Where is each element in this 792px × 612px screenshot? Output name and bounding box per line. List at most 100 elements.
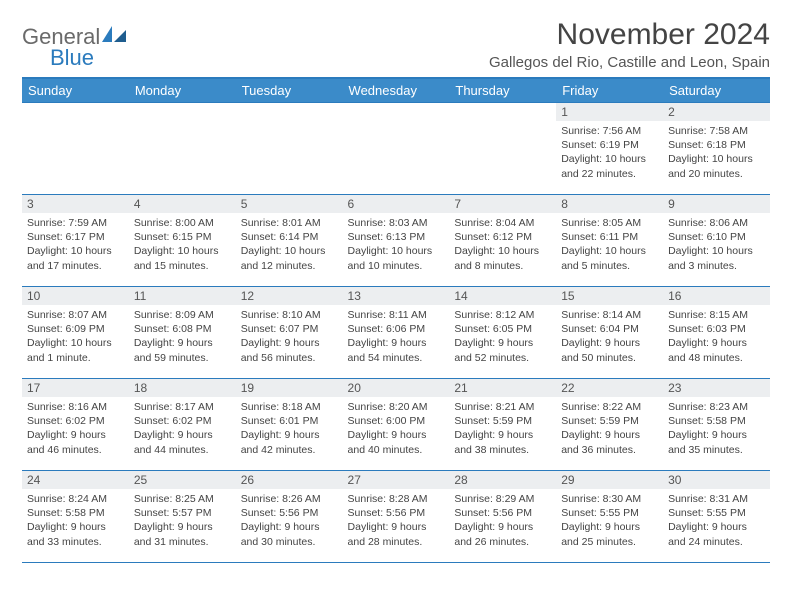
sunset-text: Sunset: 5:59 PM bbox=[454, 414, 551, 428]
day-number: 24 bbox=[22, 471, 129, 489]
daylight-text: Daylight: 10 hours and 5 minutes. bbox=[561, 244, 658, 272]
day-content: Sunrise: 8:04 AMSunset: 6:12 PMDaylight:… bbox=[449, 213, 556, 277]
day-number: 9 bbox=[663, 195, 770, 213]
day-number: 29 bbox=[556, 471, 663, 489]
sunset-text: Sunset: 6:09 PM bbox=[27, 322, 124, 336]
sunrise-text: Sunrise: 8:22 AM bbox=[561, 400, 658, 414]
weekday-header: Thursday bbox=[449, 78, 556, 103]
calendar-cell: 6Sunrise: 8:03 AMSunset: 6:13 PMDaylight… bbox=[343, 195, 450, 287]
calendar-cell: 15Sunrise: 8:14 AMSunset: 6:04 PMDayligh… bbox=[556, 287, 663, 379]
calendar-cell: 9 Sunrise: 8:06 AMSunset: 6:10 PMDaylight… bbox=[663, 195, 770, 287]
day-number: 2 bbox=[663, 103, 770, 121]
day-number: 18 bbox=[129, 379, 236, 397]
sunset-text: Sunset: 5:55 PM bbox=[561, 506, 658, 520]
sunset-text: Sunset: 6:00 PM bbox=[348, 414, 445, 428]
calendar-cell: 3Sunrise: 7:59 AMSunset: 6:17 PMDaylight… bbox=[22, 195, 129, 287]
logo: General Blue bbox=[22, 18, 128, 69]
day-content: Sunrise: 8:11 AMSunset: 6:06 PMDaylight:… bbox=[343, 305, 450, 369]
daylight-text: Daylight: 10 hours and 3 minutes. bbox=[668, 244, 765, 272]
sunset-text: Sunset: 6:15 PM bbox=[134, 230, 231, 244]
sunset-text: Sunset: 6:01 PM bbox=[241, 414, 338, 428]
daylight-text: Daylight: 10 hours and 12 minutes. bbox=[241, 244, 338, 272]
calendar-cell: 19Sunrise: 8:18 AMSunset: 6:01 PMDayligh… bbox=[236, 379, 343, 471]
day-content: Sunrise: 8:31 AMSunset: 5:55 PMDaylight:… bbox=[663, 489, 770, 553]
calendar-cell: 23Sunrise: 8:23 AMSunset: 5:58 PMDayligh… bbox=[663, 379, 770, 471]
sunset-text: Sunset: 6:18 PM bbox=[668, 138, 765, 152]
day-number: 6 bbox=[343, 195, 450, 213]
daylight-text: Daylight: 10 hours and 1 minute. bbox=[27, 336, 124, 364]
day-content: Sunrise: 8:16 AMSunset: 6:02 PMDaylight:… bbox=[22, 397, 129, 461]
calendar-cell: 11Sunrise: 8:09 AMSunset: 6:08 PMDayligh… bbox=[129, 287, 236, 379]
day-content: Sunrise: 8:28 AMSunset: 5:56 PMDaylight:… bbox=[343, 489, 450, 553]
daylight-text: Daylight: 9 hours and 28 minutes. bbox=[348, 520, 445, 548]
day-number: 3 bbox=[22, 195, 129, 213]
sunrise-text: Sunrise: 8:01 AM bbox=[241, 216, 338, 230]
calendar-cell: 25Sunrise: 8:25 AMSunset: 5:57 PMDayligh… bbox=[129, 471, 236, 563]
calendar-cell: 29Sunrise: 8:30 AMSunset: 5:55 PMDayligh… bbox=[556, 471, 663, 563]
day-content: Sunrise: 8:29 AMSunset: 5:56 PMDaylight:… bbox=[449, 489, 556, 553]
day-content: Sunrise: 8:21 AMSunset: 5:59 PMDaylight:… bbox=[449, 397, 556, 461]
calendar-table: SundayMondayTuesdayWednesdayThursdayFrid… bbox=[22, 77, 770, 563]
sunset-text: Sunset: 5:56 PM bbox=[348, 506, 445, 520]
calendar-cell: 24Sunrise: 8:24 AMSunset: 5:58 PMDayligh… bbox=[22, 471, 129, 563]
calendar-row: 1Sunrise: 7:56 AMSunset: 6:19 PMDaylight… bbox=[22, 103, 770, 195]
day-content: Sunrise: 8:18 AMSunset: 6:01 PMDaylight:… bbox=[236, 397, 343, 461]
sunset-text: Sunset: 6:10 PM bbox=[668, 230, 765, 244]
calendar-cell: 4Sunrise: 8:00 AMSunset: 6:15 PMDaylight… bbox=[129, 195, 236, 287]
day-number: 20 bbox=[343, 379, 450, 397]
calendar-cell bbox=[22, 103, 129, 195]
header: General Blue November 2024 Gallegos del … bbox=[22, 18, 770, 71]
sunrise-text: Sunrise: 8:30 AM bbox=[561, 492, 658, 506]
sunset-text: Sunset: 5:58 PM bbox=[668, 414, 765, 428]
sunset-text: Sunset: 5:55 PM bbox=[668, 506, 765, 520]
sunset-text: Sunset: 6:14 PM bbox=[241, 230, 338, 244]
day-content: Sunrise: 8:30 AMSunset: 5:55 PMDaylight:… bbox=[556, 489, 663, 553]
calendar-cell: 21Sunrise: 8:21 AMSunset: 5:59 PMDayligh… bbox=[449, 379, 556, 471]
weekday-header: Monday bbox=[129, 78, 236, 103]
calendar-cell: 17Sunrise: 8:16 AMSunset: 6:02 PMDayligh… bbox=[22, 379, 129, 471]
calendar-cell: 22Sunrise: 8:22 AMSunset: 5:59 PMDayligh… bbox=[556, 379, 663, 471]
weekday-header: Wednesday bbox=[343, 78, 450, 103]
sunrise-text: Sunrise: 7:58 AM bbox=[668, 124, 765, 138]
sunrise-text: Sunrise: 8:31 AM bbox=[668, 492, 765, 506]
calendar-cell bbox=[449, 103, 556, 195]
calendar-cell: 28Sunrise: 8:29 AMSunset: 5:56 PMDayligh… bbox=[449, 471, 556, 563]
page-subtitle: Gallegos del Rio, Castille and Leon, Spa… bbox=[489, 54, 770, 71]
weekday-header: Sunday bbox=[22, 78, 129, 103]
sunrise-text: Sunrise: 8:29 AM bbox=[454, 492, 551, 506]
daylight-text: Daylight: 9 hours and 54 minutes. bbox=[348, 336, 445, 364]
calendar-cell: 14Sunrise: 8:12 AMSunset: 6:05 PMDayligh… bbox=[449, 287, 556, 379]
day-content: Sunrise: 8:24 AMSunset: 5:58 PMDaylight:… bbox=[22, 489, 129, 553]
day-number: 14 bbox=[449, 287, 556, 305]
calendar-cell: 8Sunrise: 8:05 AMSunset: 6:11 PMDaylight… bbox=[556, 195, 663, 287]
daylight-text: Daylight: 10 hours and 15 minutes. bbox=[134, 244, 231, 272]
sunset-text: Sunset: 5:56 PM bbox=[241, 506, 338, 520]
day-number: 7 bbox=[449, 195, 556, 213]
sunset-text: Sunset: 6:06 PM bbox=[348, 322, 445, 336]
daylight-text: Daylight: 9 hours and 42 minutes. bbox=[241, 428, 338, 456]
day-content: Sunrise: 8:15 AMSunset: 6:03 PMDaylight:… bbox=[663, 305, 770, 369]
daylight-text: Daylight: 9 hours and 36 minutes. bbox=[561, 428, 658, 456]
daylight-text: Daylight: 9 hours and 33 minutes. bbox=[27, 520, 124, 548]
calendar-row: 10Sunrise: 8:07 AMSunset: 6:09 PMDayligh… bbox=[22, 287, 770, 379]
logo-sail-icon bbox=[102, 24, 128, 49]
weekday-header-row: SundayMondayTuesdayWednesdayThursdayFrid… bbox=[22, 78, 770, 103]
daylight-text: Daylight: 10 hours and 8 minutes. bbox=[454, 244, 551, 272]
calendar-cell: 26Sunrise: 8:26 AMSunset: 5:56 PMDayligh… bbox=[236, 471, 343, 563]
day-content: Sunrise: 8:10 AMSunset: 6:07 PMDaylight:… bbox=[236, 305, 343, 369]
sunrise-text: Sunrise: 8:06 AM bbox=[668, 216, 765, 230]
day-number: 13 bbox=[343, 287, 450, 305]
sunrise-text: Sunrise: 8:05 AM bbox=[561, 216, 658, 230]
daylight-text: Daylight: 9 hours and 40 minutes. bbox=[348, 428, 445, 456]
sunrise-text: Sunrise: 8:14 AM bbox=[561, 308, 658, 322]
day-number: 23 bbox=[663, 379, 770, 397]
day-number: 16 bbox=[663, 287, 770, 305]
sunset-text: Sunset: 6:02 PM bbox=[27, 414, 124, 428]
day-number: 1 bbox=[556, 103, 663, 121]
sunrise-text: Sunrise: 8:18 AM bbox=[241, 400, 338, 414]
sunrise-text: Sunrise: 8:28 AM bbox=[348, 492, 445, 506]
daylight-text: Daylight: 10 hours and 20 minutes. bbox=[668, 152, 765, 180]
daylight-text: Daylight: 10 hours and 22 minutes. bbox=[561, 152, 658, 180]
sunset-text: Sunset: 6:02 PM bbox=[134, 414, 231, 428]
calendar-cell: 2 Sunrise: 7:58 AMSunset: 6:18 PMDaylight… bbox=[663, 103, 770, 195]
